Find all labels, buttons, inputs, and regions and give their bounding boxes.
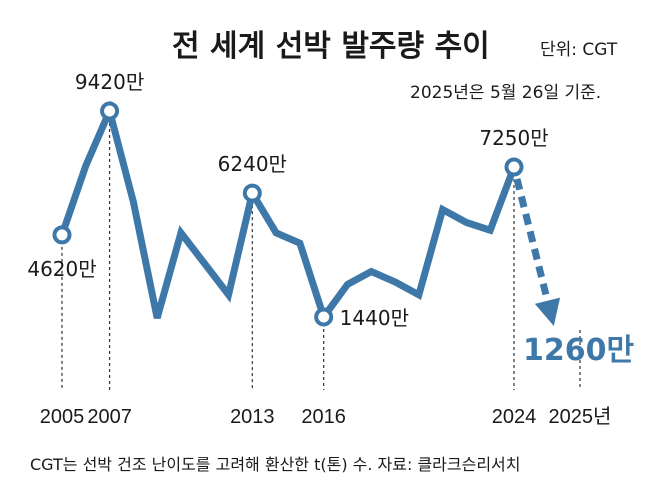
marker-2005	[52, 225, 72, 245]
source-note: CGT는 선박 건조 난이도를 고려해 환산한 t(톤) 수. 자료: 클라크슨…	[30, 455, 521, 474]
chart-title: 전 세계 선박 발주량 추이	[172, 29, 490, 64]
point-markers	[52, 101, 524, 327]
series-line	[58, 100, 518, 325]
marker-2024	[504, 157, 524, 177]
x-tick-labels: 2005 2007 2013 2016 2024 2025년	[40, 405, 612, 428]
x-tick-2024: 2024	[492, 406, 537, 428]
marker-2016	[314, 307, 334, 327]
forecast-value-label: 1260만	[523, 333, 634, 368]
point-label-2007: 9420만	[75, 70, 144, 94]
marker-2013	[242, 183, 262, 203]
forecast-dashed-line	[513, 178, 552, 305]
point-label-2013: 6240만	[218, 152, 287, 176]
x-tick-2013: 2013	[230, 406, 275, 428]
x-tick-2025: 2025년	[549, 405, 612, 428]
point-labels: 4620만 9420만 6240만 1440만 7250만	[27, 70, 548, 330]
point-label-2024: 7250만	[479, 126, 548, 150]
x-tick-2007: 2007	[87, 406, 132, 428]
forecast-arrowhead	[534, 297, 561, 326]
x-tick-2016: 2016	[301, 406, 346, 428]
marker-2007	[100, 101, 120, 121]
x-tick-2005: 2005	[40, 406, 85, 428]
date-basis-note: 2025년은 5월 26일 기준.	[410, 83, 601, 103]
guide-lines	[61, 123, 581, 390]
point-label-2005: 4620만	[27, 257, 96, 281]
unit-label: 단위: CGT	[540, 40, 618, 60]
point-label-2016: 1440만	[340, 306, 409, 330]
